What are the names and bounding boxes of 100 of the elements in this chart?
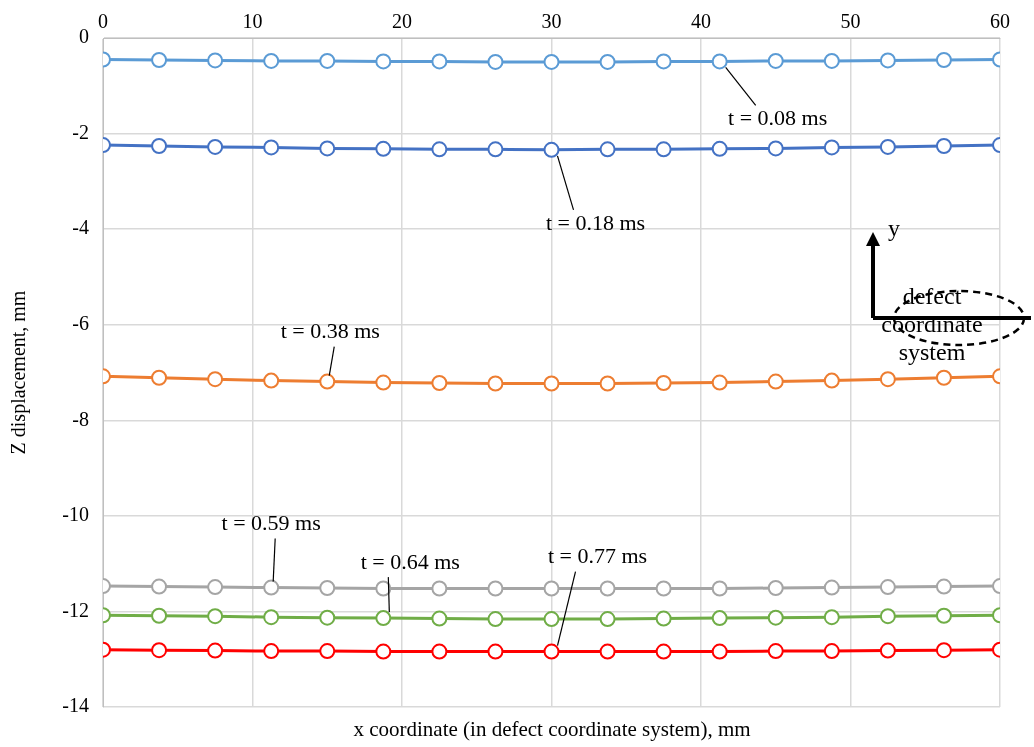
point — [375, 53, 392, 70]
point — [319, 52, 336, 69]
point — [935, 578, 952, 595]
point — [543, 580, 560, 597]
point — [879, 52, 896, 69]
point — [151, 642, 168, 659]
point — [711, 374, 728, 391]
y-tick-label: -4 — [72, 216, 89, 239]
point — [487, 611, 504, 628]
point — [935, 138, 952, 154]
point — [543, 53, 560, 70]
point — [823, 139, 840, 156]
series-label: t = 0.64 ms — [360, 548, 460, 574]
point — [879, 371, 896, 388]
point — [543, 375, 560, 392]
point — [767, 373, 784, 390]
point — [543, 611, 560, 628]
point — [263, 52, 280, 69]
series-label: t = 0.08 ms — [728, 105, 828, 131]
y-tick-label: -14 — [62, 694, 89, 717]
x-axis-title: x coordinate (in defect coordinate system), mm — [352, 717, 752, 742]
point — [935, 51, 952, 68]
x-tick-label: 30 — [541, 10, 562, 33]
y-tick-label: -2 — [72, 120, 89, 143]
point — [487, 141, 504, 158]
point — [263, 579, 280, 596]
point — [935, 607, 952, 624]
point — [263, 139, 280, 156]
point — [935, 369, 952, 386]
point — [151, 51, 168, 68]
point — [599, 53, 616, 70]
point — [431, 375, 448, 392]
y-axis-title: Z displacement, mm — [7, 290, 31, 455]
point — [375, 580, 392, 597]
point — [711, 610, 728, 627]
text: t = 0.59 ms — [221, 510, 321, 536]
point — [655, 53, 672, 70]
y-tick-label: -10 — [62, 503, 89, 526]
x-tick-label: 20 — [392, 10, 412, 33]
point — [487, 53, 504, 70]
x-tick-label: 10 — [242, 10, 263, 33]
x-tick-label: 60 — [990, 10, 1010, 33]
y-tick-label: 0 — [79, 25, 89, 48]
x-tick-label: 0 — [98, 10, 108, 33]
point — [823, 579, 840, 596]
point — [655, 580, 672, 597]
point — [487, 375, 504, 392]
point — [767, 609, 784, 626]
point — [767, 643, 784, 660]
point — [151, 578, 168, 595]
point — [823, 643, 840, 660]
point — [431, 580, 448, 597]
point — [431, 643, 448, 660]
point — [487, 580, 504, 597]
point — [431, 610, 448, 627]
point — [207, 608, 224, 625]
point — [767, 140, 784, 157]
annotation: y — [888, 214, 901, 243]
point — [375, 374, 392, 391]
series-label: t = 0.38 ms — [280, 318, 380, 344]
y-tick-label: -12 — [62, 598, 89, 621]
point — [207, 138, 224, 155]
point — [431, 141, 448, 158]
point — [599, 141, 616, 158]
point — [935, 642, 952, 659]
point — [319, 609, 336, 626]
point — [487, 643, 504, 660]
point — [151, 607, 168, 624]
point — [655, 610, 672, 627]
x-tick-label: 40 — [691, 10, 711, 33]
point — [879, 579, 896, 596]
point — [711, 643, 728, 660]
point — [263, 643, 280, 660]
y-tick-label: -8 — [72, 407, 89, 430]
point — [823, 372, 840, 389]
point — [375, 643, 392, 660]
point — [599, 580, 616, 597]
point — [655, 141, 672, 158]
point — [711, 140, 728, 157]
point — [599, 375, 616, 392]
point — [711, 580, 728, 597]
point — [319, 373, 336, 390]
point — [823, 52, 840, 69]
x-tick-label: 50 — [840, 10, 861, 33]
point — [767, 580, 784, 597]
point — [543, 643, 560, 660]
point — [655, 643, 672, 660]
point — [599, 643, 616, 660]
point — [207, 579, 224, 596]
point — [375, 610, 392, 627]
point — [655, 375, 672, 392]
point — [543, 141, 560, 158]
point — [879, 608, 896, 625]
point — [207, 642, 224, 659]
point — [823, 609, 840, 626]
point — [711, 53, 728, 70]
point — [319, 580, 336, 597]
point — [151, 138, 168, 154]
text: t = 0.77 ms — [547, 543, 648, 569]
point — [599, 611, 616, 628]
